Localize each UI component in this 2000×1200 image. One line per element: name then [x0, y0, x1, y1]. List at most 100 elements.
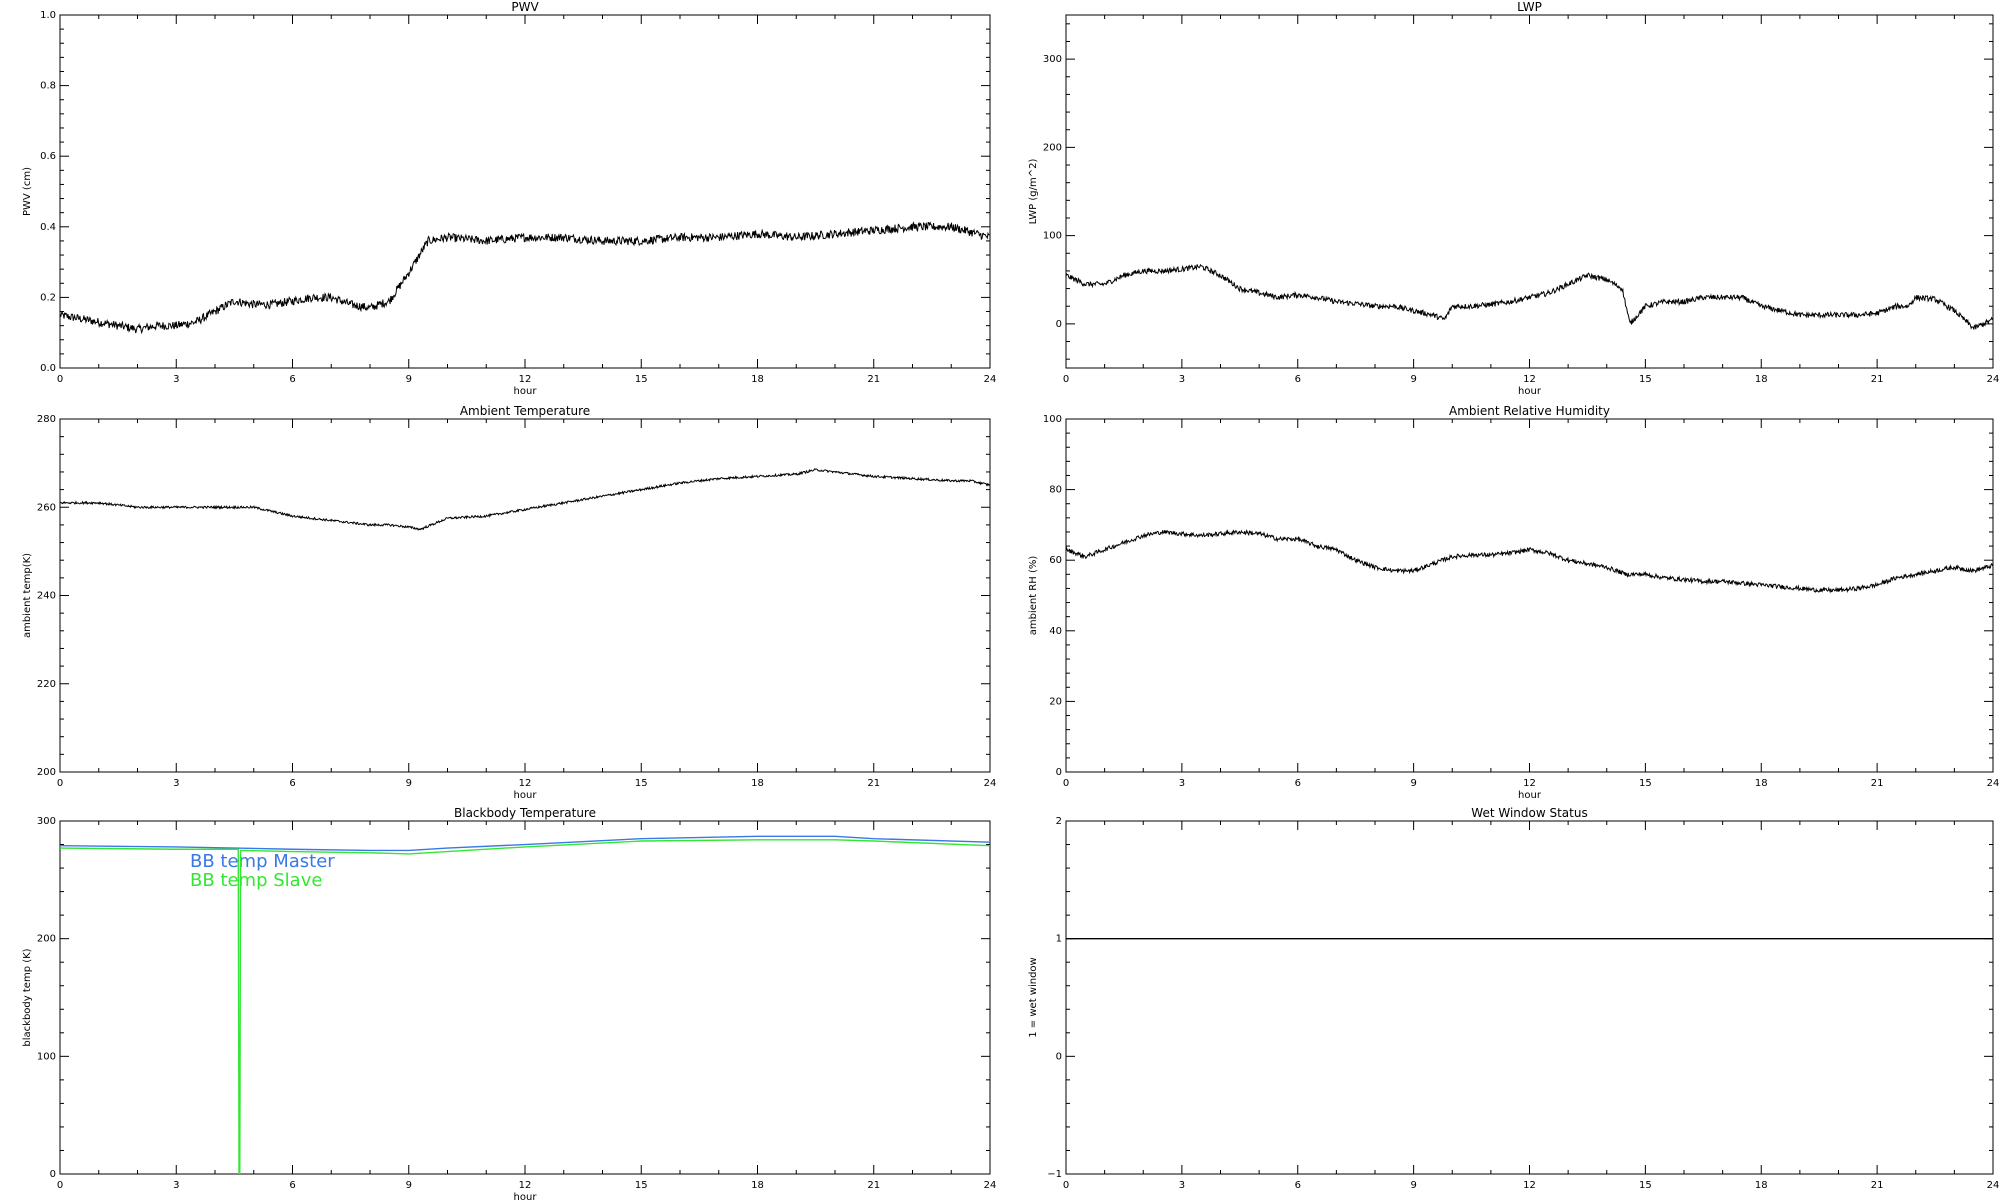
x-tick-label: 6 [1295, 374, 1301, 385]
x-tick-label: 9 [406, 1180, 412, 1191]
x-axis-label: hour [1518, 386, 1542, 397]
x-tick-label: 12 [519, 1180, 532, 1191]
x-tick-label: 12 [519, 374, 532, 385]
y-tick-label: 0.4 [40, 222, 56, 233]
x-tick-label: 6 [1295, 1180, 1301, 1191]
x-tick-label: 9 [1410, 778, 1416, 789]
x-tick-label: 24 [1987, 778, 2000, 789]
plot-frame [59, 418, 991, 773]
x-axis-label: hour [1518, 790, 1542, 801]
chart-title: Wet Window Status [1471, 806, 1587, 820]
y-tick-label: 200 [37, 767, 56, 778]
x-tick-label: 24 [1987, 374, 2000, 385]
y-tick-label: 20 [1049, 696, 1062, 707]
x-tick-label: 12 [1523, 778, 1536, 789]
x-tick-label: 6 [289, 778, 295, 789]
x-tick-label: 18 [1755, 1180, 1768, 1191]
x-tick-label: 21 [1871, 374, 1884, 385]
y-tick-label: 0 [1056, 1051, 1062, 1062]
y-tick-label: 300 [1043, 54, 1062, 65]
x-tick-label: 3 [1179, 374, 1185, 385]
x-tick-label: 21 [867, 1180, 880, 1191]
x-tick-label: 3 [173, 1180, 179, 1191]
x-tick-label: 3 [1179, 1180, 1185, 1191]
y-tick-label: −1 [1047, 1169, 1062, 1180]
y-tick-label: 260 [37, 502, 56, 513]
y-axis-label: blackbody temp (K) [22, 948, 33, 1046]
y-tick-label: 0 [50, 1169, 56, 1180]
x-tick-label: 12 [1523, 1180, 1536, 1191]
y-tick-label: 100 [37, 1051, 56, 1062]
chart-panel: LWP hour LWP (g/m^2) 0 3 6 9 12 15 18 21 24 0 100 200 3… [1028, 0, 1999, 397]
x-tick-label: 18 [751, 374, 764, 385]
series-line [60, 839, 990, 1174]
x-tick-label: 15 [1639, 1180, 1652, 1191]
x-tick-label: 15 [635, 1180, 648, 1191]
x-tick-label: 6 [289, 374, 295, 385]
chart-panel: PWV hour PWV (cm) 0 3 6 9 12 15 18 21 24 0.0 0.2 0.4 0.… [22, 0, 996, 397]
x-tick-label: 24 [984, 374, 997, 385]
chart-panel: Blackbody Temperature hour blackbody temp … [22, 806, 996, 1200]
x-tick-label: 18 [1755, 374, 1768, 385]
x-tick-label: 3 [173, 778, 179, 789]
y-tick-label: 60 [1049, 555, 1062, 566]
y-tick-label: 300 [37, 816, 56, 827]
x-tick-label: 12 [519, 778, 532, 789]
y-tick-label: 220 [37, 679, 56, 690]
x-tick-label: 0 [57, 374, 63, 385]
chart-panel: Ambient Temperature hour ambient temp(K) 0 3… [22, 404, 996, 801]
chart-panel: Ambient Relative Humidity hour ambient RH … [1028, 404, 1999, 801]
x-tick-label: 3 [173, 374, 179, 385]
x-tick-label: 12 [1523, 374, 1536, 385]
x-tick-label: 0 [1063, 374, 1069, 385]
x-tick-label: 0 [1063, 1180, 1069, 1191]
series-line [60, 221, 990, 335]
x-tick-label: 21 [867, 374, 880, 385]
x-tick-label: 0 [57, 1180, 63, 1191]
y-tick-label: 0.2 [40, 292, 56, 303]
x-tick-label: 24 [984, 778, 997, 789]
x-axis-label: hour [514, 1192, 538, 1200]
y-tick-label: 1 [1056, 934, 1062, 945]
y-tick-label: 0.6 [40, 151, 56, 162]
series-line [1066, 529, 1993, 594]
x-tick-label: 9 [1410, 374, 1416, 385]
y-tick-label: 2 [1056, 816, 1062, 827]
x-tick-label: 21 [1871, 778, 1884, 789]
legend-entry: BB temp Master [190, 851, 335, 872]
x-tick-label: 0 [57, 778, 63, 789]
y-tick-label: 200 [37, 934, 56, 945]
x-tick-label: 18 [751, 778, 764, 789]
y-tick-label: 1.0 [40, 10, 56, 21]
chart-title: Ambient Relative Humidity [1449, 404, 1610, 418]
legend-entry: BB temp Slave [190, 870, 322, 891]
x-tick-label: 24 [984, 1180, 997, 1191]
x-tick-label: 9 [1410, 1180, 1416, 1191]
series-line [60, 835, 990, 852]
plot-frame [59, 14, 991, 369]
y-tick-label: 240 [37, 591, 56, 602]
x-tick-label: 15 [1639, 374, 1652, 385]
x-tick-label: 0 [1063, 778, 1069, 789]
y-tick-label: 100 [1043, 231, 1062, 242]
x-tick-label: 3 [1179, 778, 1185, 789]
series-line [60, 468, 990, 531]
x-tick-label: 24 [1987, 1180, 2000, 1191]
x-tick-label: 21 [1871, 1180, 1884, 1191]
y-tick-label: 0 [1056, 319, 1062, 330]
plot-frame [1065, 820, 1994, 1175]
y-axis-label: LWP (g/m^2) [1028, 159, 1039, 225]
chart-title: LWP [1517, 0, 1542, 14]
y-tick-label: 0 [1056, 767, 1062, 778]
x-tick-label: 15 [1639, 778, 1652, 789]
series-line [1066, 263, 1993, 330]
y-tick-label: 280 [37, 414, 56, 425]
x-tick-label: 9 [406, 374, 412, 385]
chart-title: PWV [511, 0, 539, 14]
y-tick-label: 200 [1043, 142, 1062, 153]
chart-title: Blackbody Temperature [454, 806, 596, 820]
x-tick-label: 21 [867, 778, 880, 789]
y-tick-label: 80 [1049, 485, 1062, 496]
